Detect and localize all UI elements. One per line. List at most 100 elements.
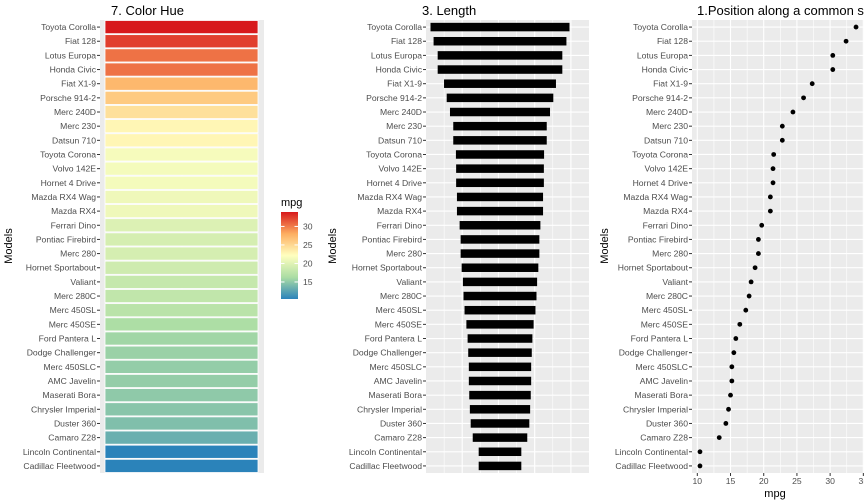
y-tick-label: Merc 280C xyxy=(54,291,96,301)
heat-tile xyxy=(104,260,259,275)
heat-tile xyxy=(104,345,259,360)
data-point xyxy=(801,95,806,101)
y-tick-label: AMC Javelin xyxy=(640,376,688,386)
data-point xyxy=(770,180,776,186)
y-tick-label: Datsun 710 xyxy=(52,135,96,145)
y-tick-label: Cadillac Fleetwood xyxy=(349,461,422,471)
y-tick-label: Merc 280 xyxy=(652,249,688,259)
legend: mpg 15 20 25 30 xyxy=(281,197,313,299)
y-tick-label: Volvo 142E xyxy=(53,164,97,174)
legend-tick-label: 20 xyxy=(303,258,313,268)
bar xyxy=(456,164,544,173)
y-tick-label: Hornet 4 Drive xyxy=(41,178,97,188)
data-point xyxy=(756,251,761,256)
gridlines xyxy=(692,20,864,473)
y-tick-label: Fiat X1-9 xyxy=(387,79,422,89)
y-tick-label: Pontiac Firebird xyxy=(628,234,688,244)
bar xyxy=(437,65,563,74)
y-tick-label: Maserati Bora xyxy=(635,390,689,400)
y-tick-label: Maserati Bora xyxy=(43,390,97,400)
bar xyxy=(460,249,540,258)
data-point xyxy=(726,406,731,412)
data-point xyxy=(779,137,785,143)
y-tick-label: Merc 240D xyxy=(54,107,96,117)
y-tick-label: AMC Javelin xyxy=(48,376,96,386)
data-point xyxy=(853,24,859,30)
data-point xyxy=(737,321,743,327)
y-tick-label: Hornet 4 Drive xyxy=(633,178,689,188)
legend-title: mpg xyxy=(281,197,302,209)
y-tick-label: Merc 280C xyxy=(380,291,422,301)
heat-tile xyxy=(104,374,259,388)
bar xyxy=(456,206,544,216)
y-tick-label: Merc 280 xyxy=(60,249,96,259)
bar xyxy=(461,263,539,272)
heat-tile xyxy=(104,402,259,417)
legend-tick-label: 30 xyxy=(303,221,313,231)
bar xyxy=(468,362,532,372)
bar xyxy=(478,447,522,457)
data-point xyxy=(790,109,796,115)
bar xyxy=(444,79,556,88)
y-tick-label: Merc 230 xyxy=(386,121,422,131)
data-point xyxy=(830,52,836,58)
y-tick-label: Merc 280 xyxy=(386,249,422,259)
heat-tiles xyxy=(104,20,259,473)
heat-tile xyxy=(104,189,259,204)
y-tick-label: Ford Pantera L xyxy=(365,334,423,344)
heat-tile xyxy=(104,76,259,91)
heat-tile xyxy=(104,289,259,304)
y-tick-label: Volvo 142E xyxy=(645,164,689,174)
data-point xyxy=(743,307,749,313)
y-tick-label: Mazda RX4 Wag xyxy=(357,192,422,202)
heat-tile xyxy=(104,416,259,431)
bar xyxy=(459,221,541,230)
panel-length: 3. Length Toyota Corolla Fiat 128 Lotus Eu… xyxy=(327,3,589,473)
y-axis-label: Models xyxy=(327,228,339,264)
y-tick-label: Hornet Sportabout xyxy=(618,263,689,273)
y-tick-label: Camaro Z28 xyxy=(374,433,422,443)
bar xyxy=(456,192,544,202)
y-tick-label: Pontiac Firebird xyxy=(36,234,96,244)
legend-colorbar xyxy=(281,212,298,299)
data-point xyxy=(746,293,752,299)
bar xyxy=(455,150,545,159)
bar xyxy=(466,320,534,329)
heat-tile xyxy=(104,303,259,318)
bar xyxy=(462,277,538,287)
heat-tile xyxy=(104,444,259,459)
y-tick-label: Ferrari Dino xyxy=(643,220,689,230)
y-tick-label: Hornet Sportabout xyxy=(352,263,423,273)
heat-tile xyxy=(104,105,259,119)
y-tick-label: Toyota Corolla xyxy=(41,22,96,32)
y-tick-label: Valiant xyxy=(70,277,96,287)
plot-background xyxy=(692,20,864,473)
bar xyxy=(453,121,547,131)
y-tick-label: Merc 240D xyxy=(646,107,688,117)
bar xyxy=(467,334,533,343)
y-tick-label: Datsun 710 xyxy=(644,135,688,145)
data-point xyxy=(843,38,849,44)
heat-tile xyxy=(104,175,259,190)
y-tick-label: Porsche 914-2 xyxy=(40,93,96,103)
data-point xyxy=(728,392,733,398)
bar xyxy=(464,305,536,315)
bar xyxy=(433,36,567,46)
data-point xyxy=(731,350,737,356)
y-tick-label: Valiant xyxy=(662,277,688,287)
y-tick-label: Lincoln Continental xyxy=(23,447,96,457)
y-tick-label: Ford Pantera L xyxy=(39,334,97,344)
heat-tile xyxy=(104,331,259,346)
y-tick-label: Cadillac Fleetwood xyxy=(615,461,688,471)
y-tick-label: Cadillac Fleetwood xyxy=(23,461,96,471)
panel-color-hue: 7. Color Hue Toyota Corolla Fiat 128 Lotus… xyxy=(3,3,313,473)
heat-tile xyxy=(104,204,259,219)
heat-tile xyxy=(104,218,259,233)
y-tick-label: Lincoln Continental xyxy=(615,447,688,457)
x-tick-label: 20 xyxy=(759,476,769,486)
bar xyxy=(460,235,540,244)
bar xyxy=(456,178,544,188)
y-tick-label: Ferrari Dino xyxy=(377,220,423,230)
data-point xyxy=(767,208,773,214)
y-tick-label: Ferrari Dino xyxy=(51,220,97,230)
